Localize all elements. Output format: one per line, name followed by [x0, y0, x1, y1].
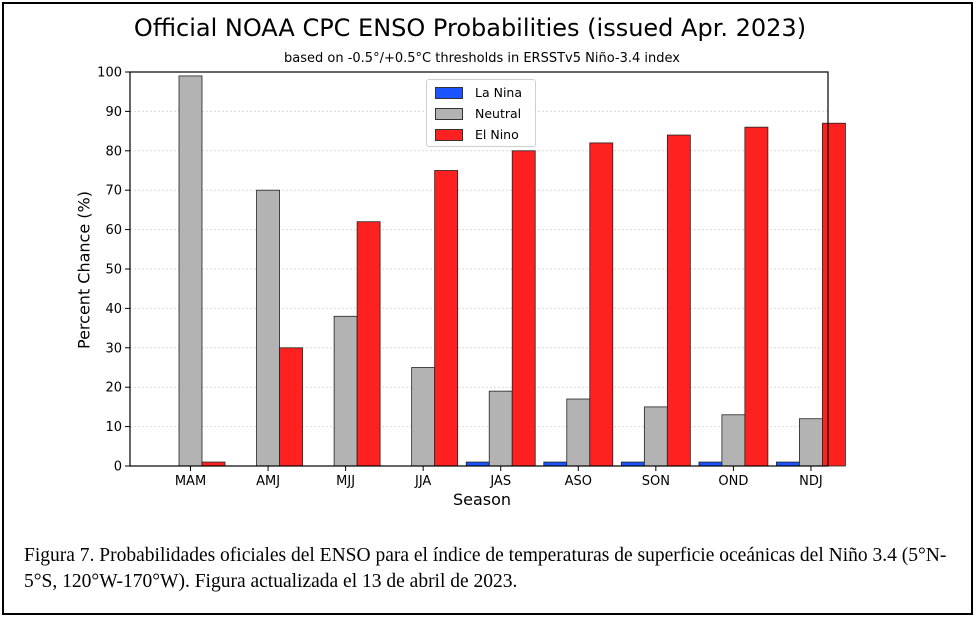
chart-legend: La Nina Neutral El Nino	[426, 79, 536, 147]
bar-neutral	[178, 75, 203, 467]
bar-el-nino	[589, 142, 614, 467]
legend-label-neutral: Neutral	[475, 106, 522, 121]
bar-el-nino	[511, 150, 536, 467]
bar-el-nino	[356, 221, 381, 467]
x-tick-label: MAM	[175, 474, 206, 489]
y-tick-label: 60	[105, 223, 122, 238]
chart-subtitle: based on -0.5°/+0.5°C thresholds in ERSS…	[284, 51, 680, 66]
chart-title: Official NOAA CPC ENSO Probabilities (is…	[133, 14, 807, 42]
bar-neutral	[488, 390, 513, 467]
legend-label-el-nino: El Nino	[475, 127, 519, 142]
bar-neutral	[333, 315, 358, 467]
y-tick-label: 70	[105, 184, 122, 199]
bar-neutral	[566, 398, 591, 467]
x-tick-label: AMJ	[256, 474, 280, 489]
y-tick-label: 30	[105, 341, 122, 356]
x-tick-label: NDJ	[799, 474, 823, 489]
bar-el-nino	[279, 347, 303, 467]
legend-swatch-neutral	[435, 108, 463, 120]
bar-el-nino	[434, 170, 459, 467]
y-axis-label: Percent Chance (%)	[74, 191, 94, 349]
bar-neutral	[643, 406, 668, 467]
bar-el-nino	[822, 122, 846, 467]
y-tick-label: 90	[105, 105, 122, 120]
bar-neutral	[256, 189, 280, 467]
bar-neutral	[721, 414, 746, 467]
bar-el-nino	[666, 134, 691, 467]
x-tick-label: ASO	[565, 474, 592, 489]
y-tick-label: 50	[105, 263, 122, 278]
plot-area-border	[129, 71, 829, 467]
legend-swatch-la-nina	[435, 87, 463, 99]
bar-neutral	[799, 418, 823, 467]
x-tick-label: OND	[718, 474, 748, 489]
figure-caption: Figura 7. Probabilidades oficiales del E…	[24, 545, 947, 592]
legend-label-la-nina: La Nina	[475, 85, 523, 100]
x-axis-label: Season	[452, 490, 512, 509]
x-tick-label: SON	[642, 474, 670, 489]
y-tick-label: 10	[105, 420, 122, 435]
legend-swatch-el-nino	[435, 129, 463, 141]
x-tick-label: MJJ	[336, 474, 355, 489]
x-tick-label: JAS	[489, 474, 511, 489]
y-tick-label: 20	[105, 381, 122, 396]
bar-el-nino	[744, 126, 769, 467]
y-tick-label: 40	[105, 302, 122, 317]
x-tick-label: JJA	[414, 474, 431, 489]
y-tick-label: 0	[114, 460, 122, 475]
bar-neutral	[411, 367, 436, 467]
y-tick-label: 80	[105, 144, 122, 159]
y-tick-label: 100	[97, 66, 122, 81]
